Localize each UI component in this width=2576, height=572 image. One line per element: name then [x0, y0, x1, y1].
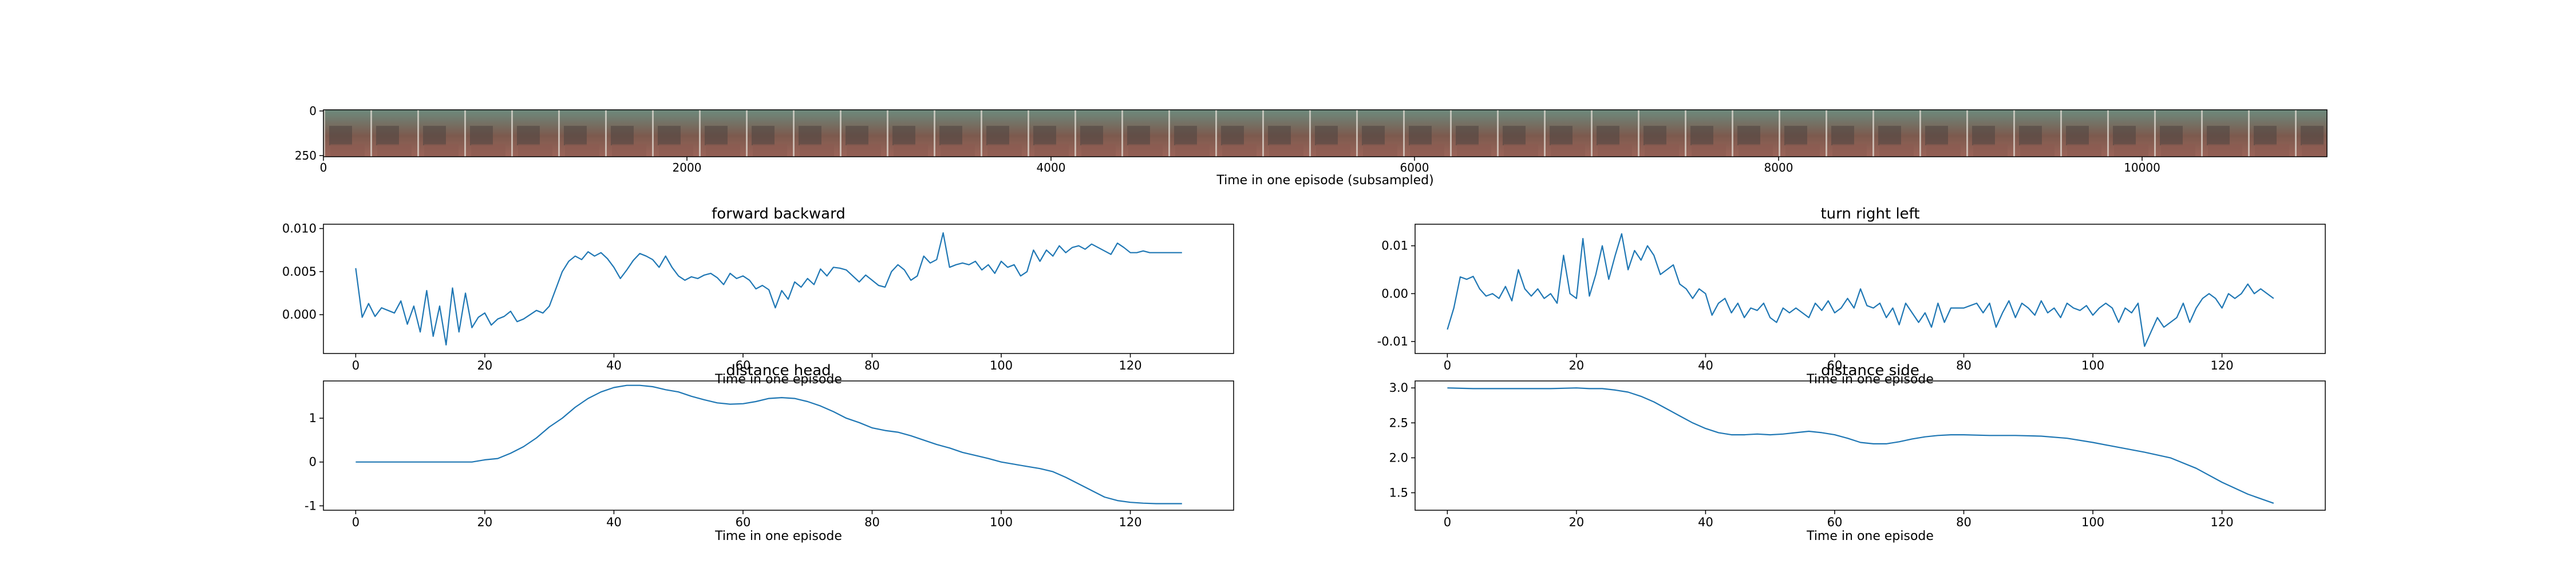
x-tick-label: 20	[1569, 515, 1585, 529]
y-tick-label: 0.000	[282, 308, 317, 321]
x-tick-label: 0	[352, 359, 359, 372]
x-tick-label: 120	[1119, 359, 1142, 372]
x-tick-label: 20	[1569, 359, 1585, 372]
x-tick-label: 100	[2081, 515, 2104, 529]
x-tick-label: 0	[1444, 359, 1451, 372]
plot-frame	[323, 380, 1234, 511]
x-tick-label: 120	[2211, 515, 2234, 529]
y-tick-label: 0	[309, 455, 317, 469]
x-tick-label: 40	[1698, 515, 1713, 529]
x-tick-label: 100	[990, 515, 1013, 529]
strip-xtick-label: 10000	[2124, 161, 2160, 174]
plot-frame	[1415, 380, 2326, 511]
x-tick-label: 0	[352, 515, 359, 529]
frames-strip-xlabel: Time in one episode (subsampled)	[1216, 173, 1433, 188]
chart-title: distance side	[1821, 362, 1919, 379]
strip-xtick-label: 8000	[1764, 161, 1793, 174]
chart-title: turn right left	[1820, 205, 1919, 223]
x-tick-label: 40	[606, 359, 622, 372]
series-line	[1447, 387, 2274, 504]
y-tick-label: 2.5	[1389, 416, 1408, 430]
strip-xtick-label: 4000	[1037, 161, 1066, 174]
strip-xtick-label: 0	[320, 161, 327, 174]
chart-1: turn right left 0 20 40 60 80 100 120 -0.01 0.00 0…	[1377, 205, 2326, 387]
x-tick-label: 0	[1444, 515, 1451, 529]
chart-0: forward backward 0 20 40 60 80 100 120 0.000 0.00…	[282, 205, 1234, 387]
plot-frame	[323, 224, 1234, 354]
x-axis-label: Time in one episode	[1806, 529, 1934, 543]
x-tick-label: 120	[2211, 359, 2234, 372]
y-tick-label: 3.0	[1389, 381, 1408, 395]
strip-xtick-label: 2000	[673, 161, 702, 174]
y-tick-label: -1	[305, 499, 317, 513]
series-line	[1447, 233, 2274, 347]
x-tick-label: 60	[1827, 515, 1843, 529]
chart-2: distance head 0 20 40 60 80 100 120 -1 0 1 Time in …	[305, 362, 1234, 543]
strip-xtick-label: 6000	[1400, 161, 1429, 174]
x-tick-label: 20	[477, 515, 493, 529]
chart-title: forward backward	[712, 205, 846, 223]
y-tick-label: -0.01	[1377, 335, 1408, 348]
y-tick-label: 0.00	[1381, 287, 1408, 300]
x-tick-label: 40	[606, 515, 622, 529]
x-tick-label: 80	[864, 515, 880, 529]
y-tick-label: 1.5	[1389, 486, 1408, 499]
x-tick-label: 20	[477, 359, 493, 372]
y-tick-label: 0.010	[282, 222, 317, 236]
x-axis-label: Time in one episode	[714, 372, 842, 387]
plot-frame	[1415, 224, 2326, 354]
x-axis-label: Time in one episode	[714, 529, 842, 543]
x-tick-label: 120	[1119, 515, 1142, 529]
x-tick-label: 100	[990, 359, 1013, 372]
x-axis-label: Time in one episode	[1806, 372, 1934, 387]
x-tick-label: 60	[1827, 359, 1843, 372]
series-line	[355, 232, 1182, 346]
y-tick-label: 2.0	[1389, 451, 1408, 464]
strip-ytick-label: 0	[309, 104, 317, 118]
chart-3: distance side 0 20 40 60 80 100 120 1.5 2.0 2.5 3.0…	[1389, 362, 2326, 543]
series-line	[355, 384, 1182, 505]
x-tick-label: 80	[864, 359, 880, 372]
x-tick-label: 100	[2081, 359, 2104, 372]
x-tick-label: 80	[1956, 359, 1971, 372]
y-tick-label: 0.005	[282, 265, 317, 279]
frames-strip-image	[323, 110, 2327, 157]
y-tick-label: 0.01	[1381, 239, 1408, 253]
y-tick-label: 1	[309, 411, 317, 425]
episode-frames-strip	[323, 109, 2328, 157]
x-tick-label: 60	[736, 359, 751, 372]
x-tick-label: 40	[1698, 359, 1713, 372]
strip-ytick-label: 250	[295, 149, 317, 162]
frames-strip-border	[323, 109, 2328, 157]
x-tick-label: 60	[736, 515, 751, 529]
chart-title: distance head	[726, 362, 831, 379]
x-tick-label: 80	[1956, 515, 1971, 529]
